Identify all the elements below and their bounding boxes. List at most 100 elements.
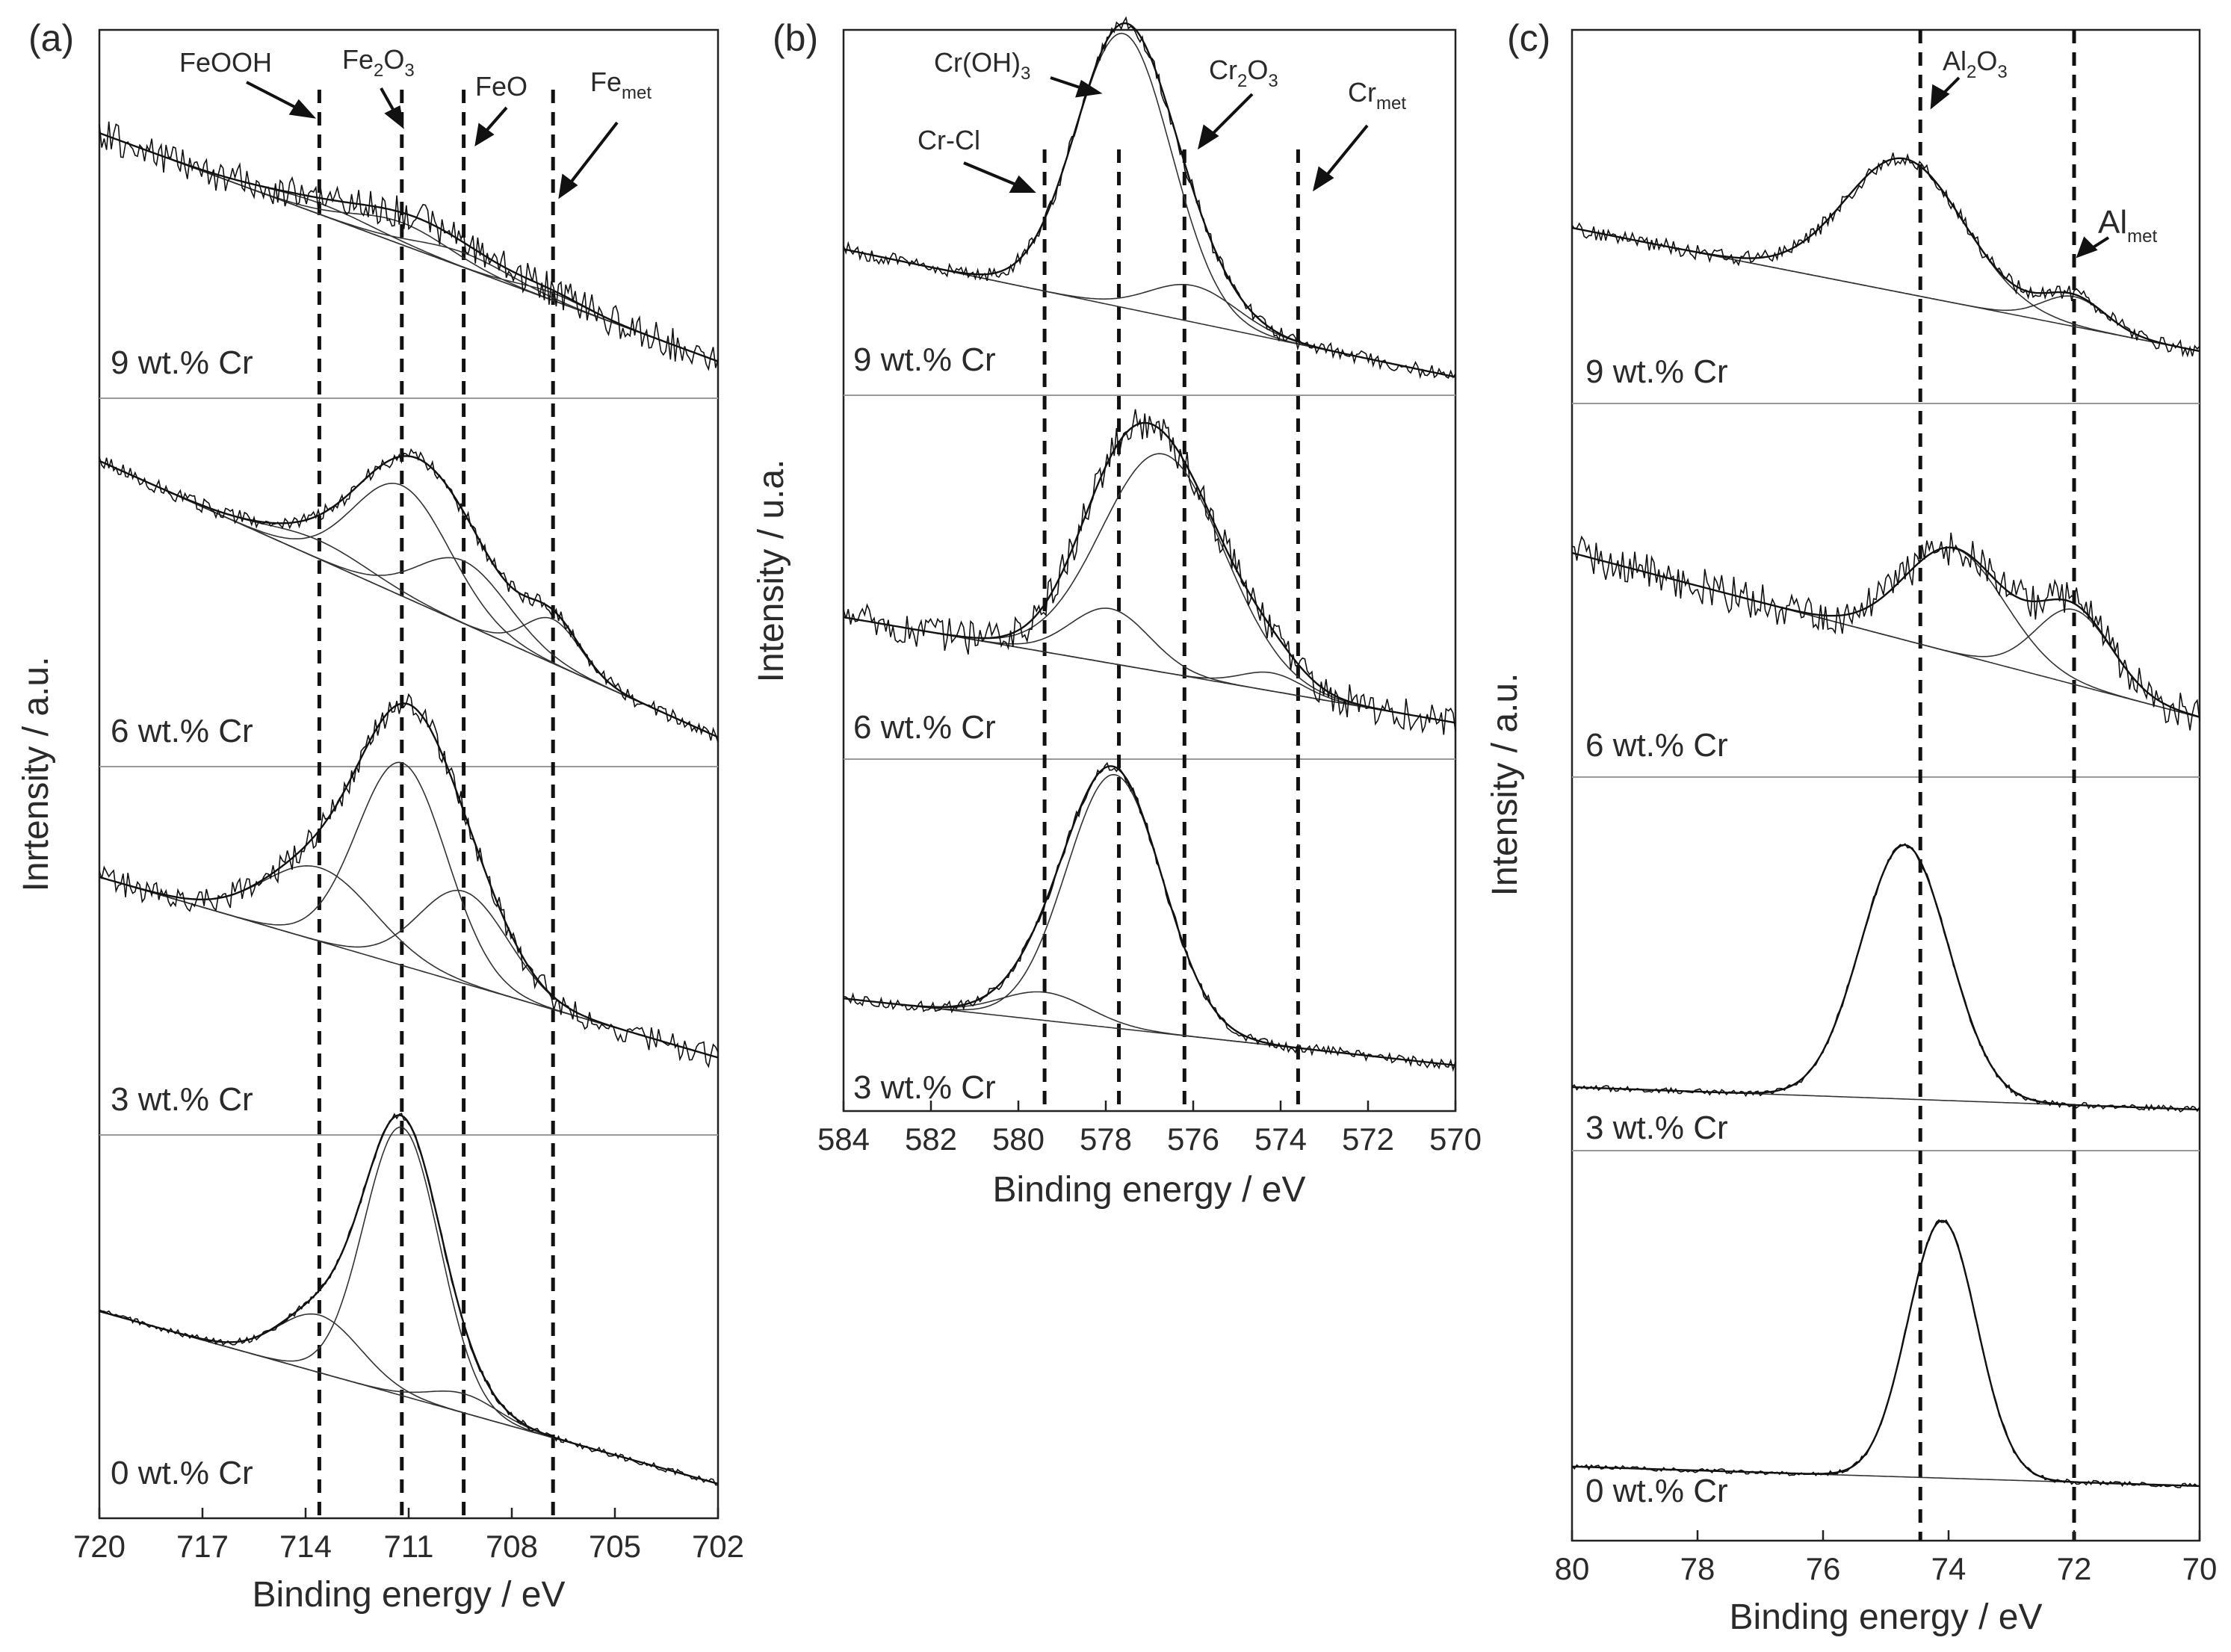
spectrum-raw-line [1571, 152, 2200, 358]
fitted-component-curve [1571, 547, 2200, 718]
annotation-femet: Femet [590, 66, 652, 103]
x-tick-label: 580 [992, 1122, 1045, 1157]
arrow [246, 81, 300, 111]
spectrum-raw-line [843, 16, 1456, 380]
y-axis-title: Intensity / a.u. [1485, 673, 1525, 897]
panel-c-frame [1571, 28, 2201, 1542]
annotation-cr-oh3: Cr(OH)3 [934, 47, 1030, 84]
y-axis-title: Intensity / u.a. [752, 460, 791, 683]
panel-a-ticks: 720 717 714 711 708 705 702 [73, 1508, 744, 1564]
arrow [1941, 76, 1961, 96]
annotation-arrows [963, 76, 1369, 193]
x-tick-label: 711 [384, 1529, 434, 1564]
panel-b-reference-lines [1042, 149, 1300, 1111]
panel-a-reference-lines [317, 90, 555, 1518]
arrow-head [1930, 84, 1950, 110]
x-axis-title: Binding energy / eV [993, 1170, 1306, 1210]
sample-label: 3 wt.% Cr [1585, 1110, 1728, 1146]
annotation-arrows [246, 81, 619, 199]
arrow-head [1075, 79, 1103, 98]
x-tick-label: 574 [1254, 1122, 1307, 1157]
arrow-head [2076, 236, 2098, 259]
panel-a-spectra [99, 121, 719, 1486]
envelope-curve [99, 702, 719, 1059]
sample-label: 3 wt.% Cr [853, 1069, 996, 1106]
arrow [963, 161, 1018, 187]
x-axis-title: Binding energy / eV [253, 1575, 566, 1615]
arrow-head [558, 173, 578, 199]
fitted-component-curve [99, 864, 719, 1059]
arrow [380, 87, 396, 113]
panel-b: (b) 584 582 580 578 576 574 572 570 9 wt.% Cr 6… [752, 16, 1482, 1210]
arrow [569, 121, 619, 184]
envelope-curve [843, 765, 1456, 1066]
sample-label: 6 wt.% Cr [853, 709, 996, 746]
spectrum-raw-line [99, 1113, 719, 1486]
panel-c-ticks: 80 78 76 74 72 70 [1555, 1530, 2217, 1586]
arrow [484, 106, 508, 133]
x-tick-label: 584 [817, 1122, 870, 1157]
sample-label: 0 wt.% Cr [111, 1455, 253, 1491]
panel-c-reference-lines [1918, 30, 2076, 1541]
fitted-component-curve [99, 761, 719, 1059]
envelope-curve [1571, 157, 2200, 353]
panel-b-frame [842, 28, 1457, 1113]
x-tick-label: 714 [279, 1529, 332, 1564]
sample-label: 6 wt.% Cr [1585, 727, 1728, 764]
x-tick-label: 78 [1680, 1551, 1715, 1586]
fitted-component-curve [1571, 158, 2200, 352]
arrow [1050, 76, 1083, 90]
annotation-cr2o3: Cr2O3 [1209, 55, 1278, 91]
x-tick-label: 705 [589, 1529, 641, 1564]
arrow-head [1197, 124, 1219, 150]
sample-label: 3 wt.% Cr [111, 1081, 253, 1118]
sample-label: 0 wt.% Cr [1585, 1473, 1728, 1509]
x-tick-label: 720 [73, 1529, 126, 1564]
arrow [1210, 93, 1254, 136]
envelope-curve [1571, 844, 2200, 1111]
envelope-curve [843, 421, 1456, 724]
annotation-feooh: FeOOH [179, 47, 272, 78]
spectrum-raw-line [99, 693, 719, 1068]
panel-b-letter: (b) [773, 17, 818, 59]
arrow [2091, 236, 2110, 250]
panel-b-ticks: 584 582 580 578 576 574 572 570 [817, 1101, 1482, 1157]
x-tick-label: 708 [486, 1529, 538, 1564]
annotation-cr-cl: Cr-Cl [918, 125, 980, 155]
x-tick-label: 570 [1429, 1122, 1482, 1157]
arrow-head [1312, 166, 1334, 192]
fitted-component-curve [843, 773, 1456, 1066]
annotation-almet: Almet [2098, 204, 2157, 247]
arrow [1325, 124, 1369, 176]
sample-label: 6 wt.% Cr [111, 713, 253, 749]
panel-a-frame [98, 28, 720, 1520]
x-tick-label: 572 [1342, 1122, 1394, 1157]
annotation-feo: FeO [475, 71, 527, 102]
x-tick-label: 578 [1080, 1122, 1132, 1157]
annotation-crmet: Crmet [1348, 77, 1406, 114]
envelope-curve [843, 22, 1456, 378]
sample-label: 9 wt.% Cr [1585, 353, 1728, 390]
arrow-head [474, 123, 495, 146]
annotation-fe2o3: Fe2O3 [342, 44, 415, 81]
fitted-component-curve [99, 1126, 719, 1485]
panel-c-spectra [1571, 152, 2200, 1488]
x-tick-label: 702 [692, 1529, 744, 1564]
envelope-curve [1571, 546, 2200, 718]
panel-c: (c) 80 78 76 74 72 70 9 wt.% Cr 6 wt.% Cr 3 w… [1485, 17, 2217, 1637]
y-axis-title: Inrtensity / a.u. [16, 657, 56, 892]
arrow-head [384, 105, 404, 129]
fitted-component-curve [843, 453, 1456, 724]
spectrum-raw-line [843, 409, 1456, 735]
spectrum-raw-line [99, 448, 719, 743]
panel-a: (a) 720 717 714 711 708 705 702 9 wt.% Cr 6 wt… [16, 17, 744, 1615]
x-tick-label: 74 [1931, 1551, 1967, 1586]
arrow-head [288, 99, 317, 119]
panel-b-spectra [843, 16, 1456, 1072]
spectrum-raw-line [843, 761, 1456, 1072]
spectrum-raw-line [99, 121, 719, 371]
sample-label: 9 wt.% Cr [853, 341, 996, 378]
sample-label: 9 wt.% Cr [111, 344, 253, 381]
x-tick-label: 72 [2057, 1551, 2092, 1586]
